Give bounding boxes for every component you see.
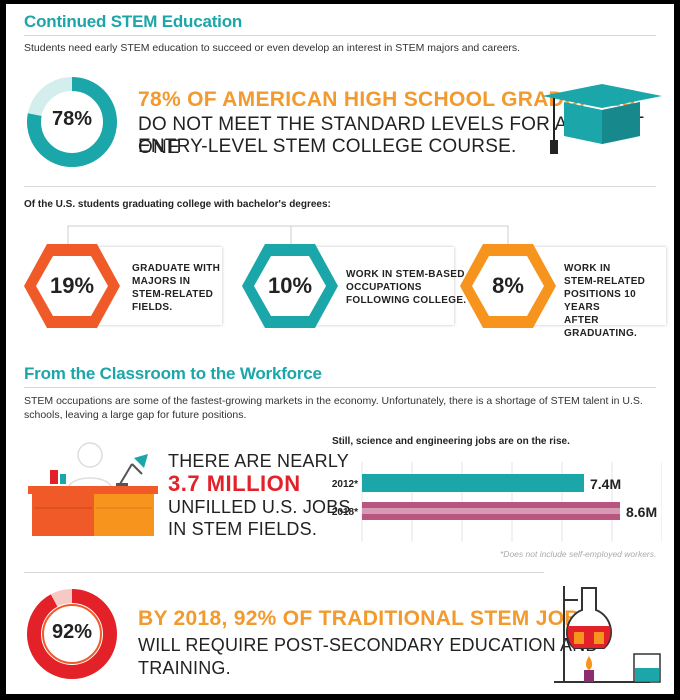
jobs-line2: 3.7 MILLION: [168, 471, 301, 496]
stat-label: WORK IN STEM-BASED OCCUPATIONS FOLLOWING C…: [346, 269, 467, 306]
desk-illustration-icon: [28, 442, 158, 536]
headline-line2: DO NOT MEET THE STANDARD LEVELS FOR AT L…: [138, 114, 644, 158]
bar-chart: 2012* 7.4M 2018* 8.6M: [332, 462, 662, 542]
bar-value-label: 7.4M: [590, 476, 621, 492]
stat-value: 10%: [267, 273, 313, 298]
section-title-classroom-workforce: From the Classroom to the Workforce: [24, 364, 322, 383]
divider: [24, 387, 656, 388]
jobs-line1: THERE ARE NEARLY: [168, 451, 349, 471]
headline-92: BY 2018, 92% OF TRADITIONAL STEM JOBS: [138, 607, 595, 630]
stat-label: GRADUATE WITH MAJORS IN STEM-RELATED FIELDS…: [132, 263, 221, 313]
flask-illustration-icon: [554, 586, 661, 683]
stat-label: WORK IN STEM-RELATED POSITIONS 10 YEARS AFT…: [564, 263, 646, 339]
chart-footnote: *Does not include self-employed workers.: [500, 549, 657, 559]
jobs-line3: UNFILLED U.S. JOBS: [168, 497, 351, 517]
donut-chart-92: [27, 589, 117, 679]
bachelors-lead: Of the U.S. students graduating college …: [24, 199, 331, 210]
donut-chart-78: [27, 77, 117, 167]
bar-category-label: 2018*: [332, 507, 358, 518]
bar-value-label: 8.6M: [626, 504, 657, 520]
bar-stripe: [362, 508, 620, 514]
headline-92-line2: WILL REQUIRE POST-SECONDARY EDUCATION AN…: [138, 635, 599, 678]
divider: [24, 186, 656, 187]
divider: [24, 35, 656, 36]
stat-value: 8%: [492, 273, 524, 298]
chart-title: Still, science and engineering jobs are …: [332, 436, 570, 447]
jobs-line4: IN STEM FIELDS.: [168, 519, 318, 539]
stat-value: 19%: [49, 273, 95, 298]
headline-line3: ENTRY-LEVEL STEM COLLEGE COURSE.: [138, 136, 517, 157]
bar-category-label: 2012*: [332, 479, 358, 490]
bar-0: [362, 474, 584, 492]
hexagon-yellow-orange: [460, 244, 556, 328]
graduation-cap-icon: [542, 84, 662, 154]
section-intro: Students need early STEM education to su…: [24, 42, 521, 54]
hexagon-orange: [24, 244, 120, 328]
section-title-stem-education: Continued STEM Education: [24, 12, 243, 31]
connector-lines: [67, 225, 509, 244]
hexagon-teal: [242, 244, 338, 328]
donut-value: 78%: [51, 108, 93, 130]
donut-value: 92%: [51, 621, 93, 643]
section-intro-line1: STEM occupations are some of the fastest…: [24, 395, 643, 407]
divider: [24, 572, 544, 573]
section-intro-line2: schools, leaving a large gap for future …: [24, 409, 247, 421]
headline-78: 78% OF AMERICAN HIGH SCHOOL GRADUATES: [138, 88, 636, 111]
infographic: Continued STEM Education Students need e…: [6, 4, 674, 694]
